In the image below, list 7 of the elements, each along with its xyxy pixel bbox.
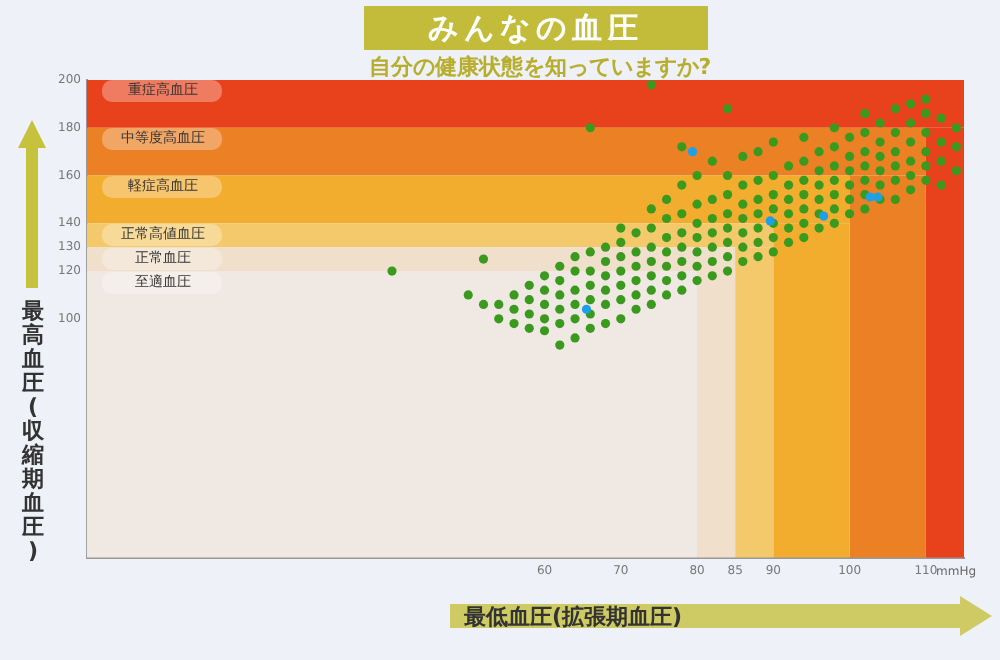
point: [687, 147, 698, 157]
text: 最高血圧(収縮期血圧): [22, 298, 44, 564]
x-axis-title: 最低血圧(拡張期血圧): [464, 602, 683, 632]
chart-subtitle: 自分の健康状態を知っていますか?: [366, 52, 714, 82]
point: [581, 304, 592, 314]
point: [819, 211, 829, 221]
chart-title: みんなの血圧: [364, 6, 708, 50]
